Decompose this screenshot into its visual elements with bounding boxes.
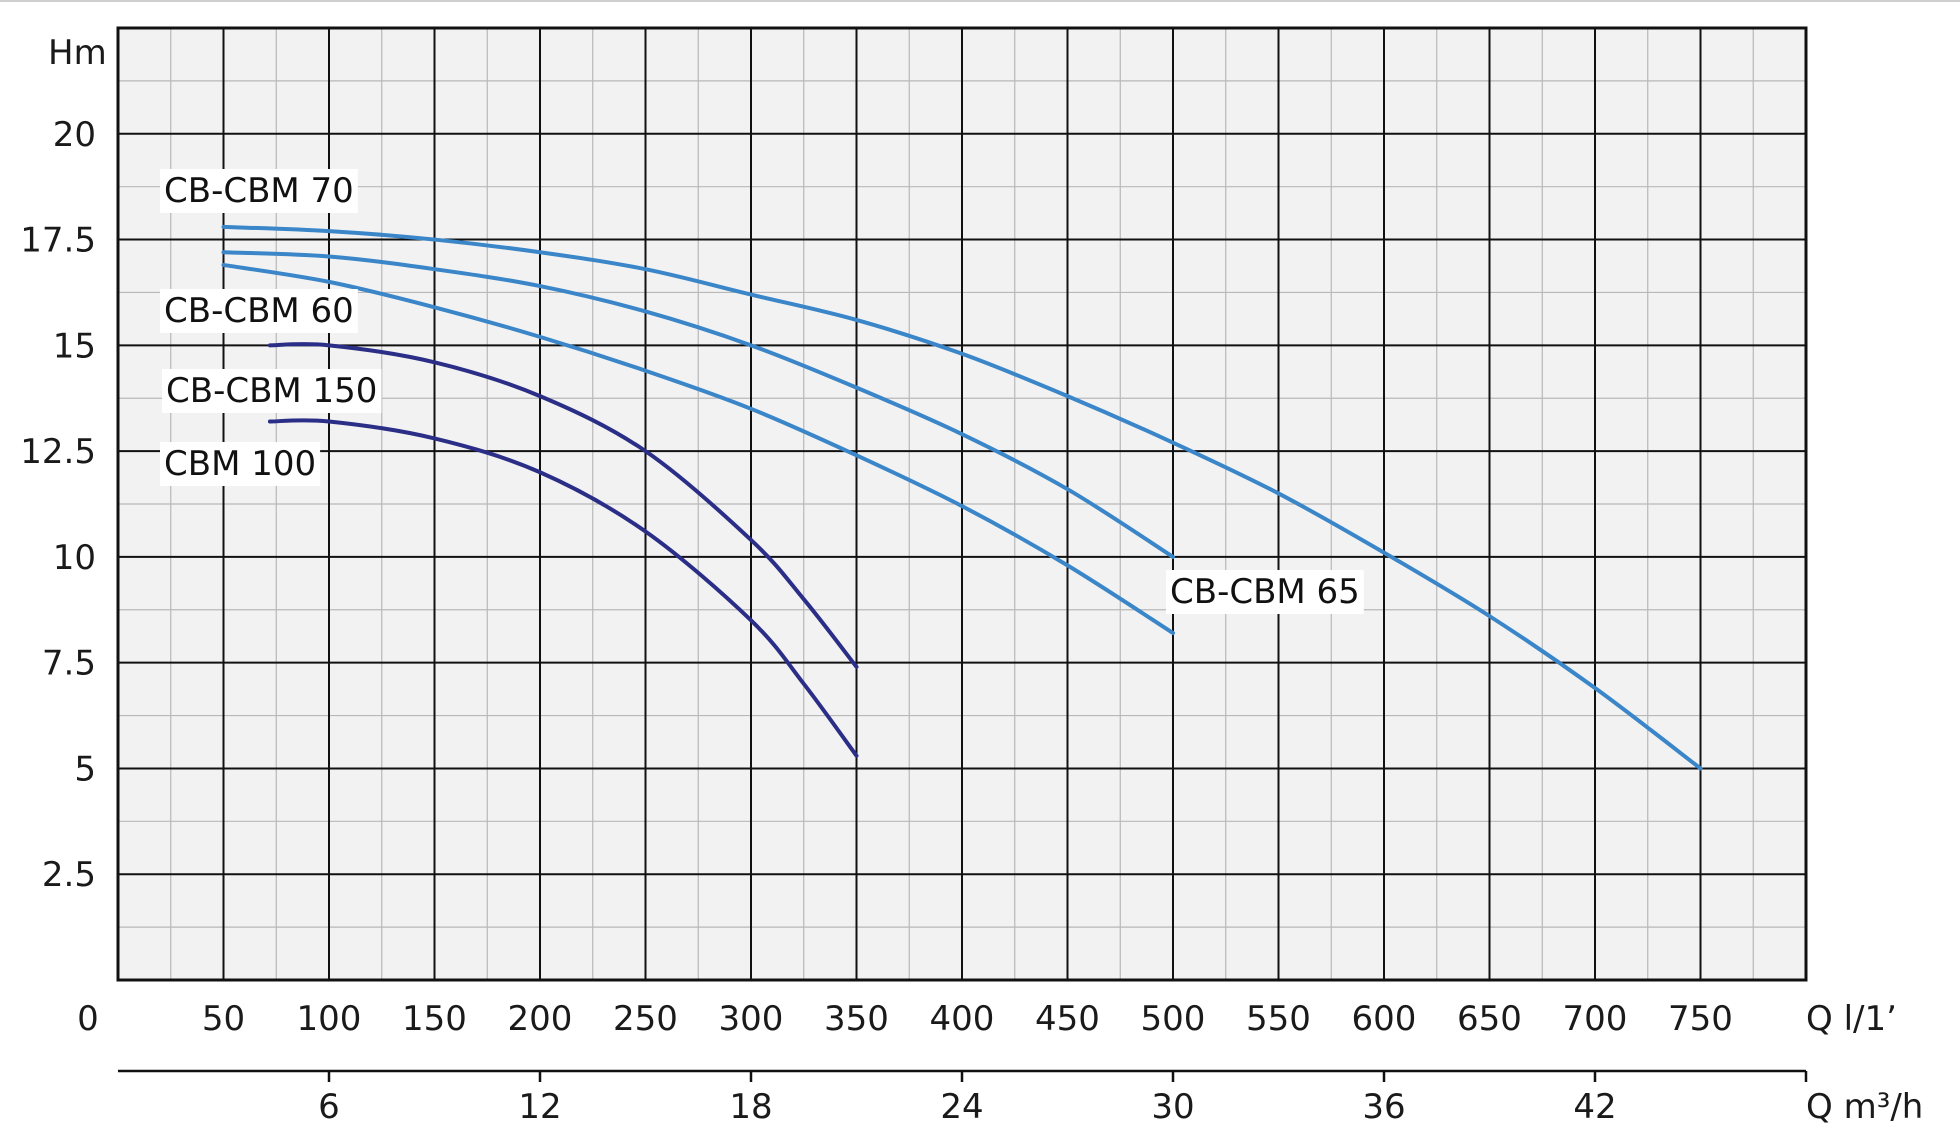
secondary-axis-ticks [327,1071,1808,1082]
series-label-cb-cbm-60: CB-CBM 60 [164,291,354,331]
x-tick-label: 550 [1246,999,1311,1039]
series-layer [221,224,1703,771]
y-tick-label: 17.5 [20,221,96,261]
secondary-x-axis-label: Q m³/h [1806,1087,1923,1127]
y-tick-labels: 2.5 5 7.5 10 12.5 15 17.5 20 [20,115,96,895]
x-tick-label: 200 [508,999,573,1039]
y-tick-label: 15 [53,326,96,366]
series-label-background [160,289,358,333]
series-labels: CB-CBM 70 CB-CBM 60 CB-CBM 150 CBM 100 C… [160,169,1364,614]
x-tick-label: 600 [1352,999,1417,1039]
x-axis-label: Q l/1’ [1806,999,1897,1039]
series-line-cb-cbm-70 [221,224,1703,771]
series-label-background [160,169,358,213]
series-line-cb-cbm-60 [221,262,1175,636]
x-tick-label: 650 [1457,999,1522,1039]
x2-tick-label: 6 [318,1087,340,1127]
x-tick-label: 500 [1141,999,1206,1039]
x-tick-label: 100 [297,999,362,1039]
y-tick-label: 7.5 [42,644,96,684]
major-grid [118,28,1806,980]
x2-tick-label: 12 [518,1087,561,1127]
y-tick-label: 12.5 [20,432,96,472]
series-label-cb-cbm-70: CB-CBM 70 [164,171,354,211]
series-line-cbm-100 [267,418,859,758]
x2-tick-label: 30 [1151,1087,1194,1127]
series-label-cb-cbm-65: CB-CBM 65 [1170,572,1360,612]
x-tick-label: 400 [930,999,995,1039]
series-label-cb-cbm-150: CB-CBM 150 [166,371,377,411]
origin-label: 0 [77,999,99,1039]
x-tick-label: 750 [1668,999,1733,1039]
x2-tick-label: 18 [729,1087,772,1127]
y-tick-label: 10 [53,538,96,578]
x2-tick-label: 24 [940,1087,983,1127]
x2-tick-label: 36 [1362,1087,1405,1127]
top-border [0,0,1960,2]
plot-frame [116,26,1808,982]
x-tick-label: 700 [1563,999,1628,1039]
y-axis-label: Hm [48,33,107,73]
x-tick-label: 50 [202,999,245,1039]
series-label-cbm-100: CBM 100 [164,444,316,484]
series-line-cb-cbm-150 [267,342,859,669]
x-tick-label: 250 [613,999,678,1039]
x-tick-label: 300 [719,999,784,1039]
series-label-background [160,442,321,486]
x-tick-labels: 50 100 150 200 250 300 350 400 450 500 550 600 650 70… [202,999,1733,1039]
x-tick-label: 450 [1035,999,1100,1039]
x2-tick-label: 42 [1573,1087,1616,1127]
y-tick-label: 2.5 [42,855,96,895]
secondary-axis-tick-labels: 6 12 18 24 30 36 42 [318,1087,1616,1127]
series-label-background [162,369,382,413]
y-tick-label: 5 [74,749,96,789]
y-tick-label: 20 [53,115,96,155]
x-tick-label: 150 [402,999,467,1039]
x-tick-label: 350 [824,999,889,1039]
series-label-background [1166,570,1364,614]
series-line-cb-cbm-65 [221,250,1175,559]
